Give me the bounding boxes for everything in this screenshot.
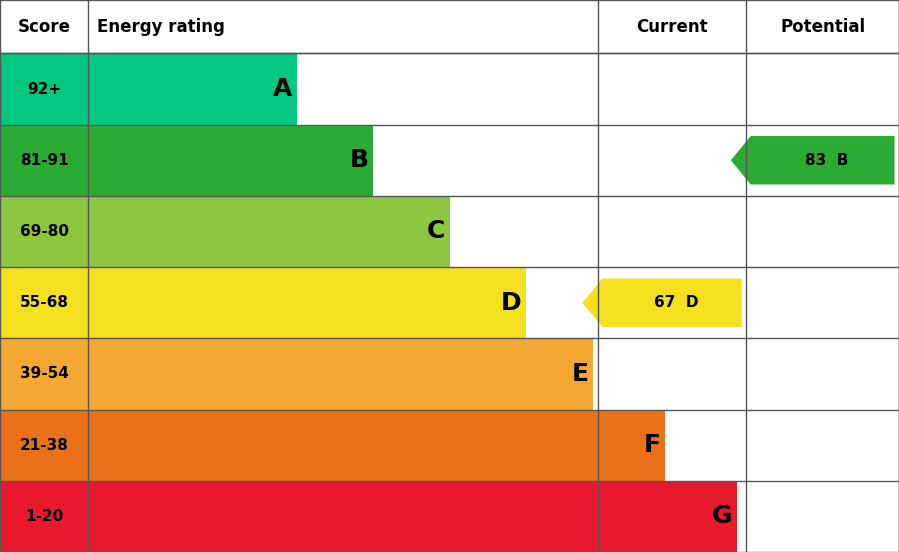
- Text: A: A: [272, 77, 292, 101]
- Bar: [0, 196, 450, 267]
- Bar: [746, 481, 899, 552]
- Bar: [88, 125, 598, 196]
- Text: C: C: [427, 220, 445, 243]
- Text: 67  D: 67 D: [654, 295, 699, 310]
- Text: 39-54: 39-54: [20, 367, 68, 381]
- Bar: [0, 125, 88, 196]
- Text: 69-80: 69-80: [20, 224, 68, 239]
- Bar: [0, 481, 737, 552]
- Bar: [88, 481, 598, 552]
- Bar: [0, 338, 88, 410]
- Text: Current: Current: [636, 18, 708, 36]
- Bar: [88, 410, 598, 481]
- Bar: [0, 481, 88, 552]
- Bar: [0, 125, 373, 196]
- Text: 81-91: 81-91: [20, 153, 68, 168]
- Text: 21-38: 21-38: [20, 438, 68, 453]
- Bar: [598, 267, 746, 338]
- Bar: [746, 267, 899, 338]
- Text: D: D: [501, 291, 521, 315]
- Text: F: F: [644, 433, 661, 457]
- Bar: [598, 54, 746, 125]
- Bar: [88, 54, 598, 125]
- Bar: [0, 410, 88, 481]
- Bar: [0, 54, 297, 125]
- Text: 55-68: 55-68: [20, 295, 68, 310]
- Text: 83  B: 83 B: [806, 153, 849, 168]
- Text: 92+: 92+: [27, 82, 61, 97]
- Bar: [746, 410, 899, 481]
- Text: E: E: [572, 362, 589, 386]
- Bar: [746, 196, 899, 267]
- Text: G: G: [712, 505, 733, 528]
- Bar: [598, 410, 746, 481]
- Text: Potential: Potential: [780, 18, 865, 36]
- Polygon shape: [583, 279, 742, 327]
- Text: Energy rating: Energy rating: [97, 18, 225, 36]
- Bar: [0, 54, 88, 125]
- Bar: [598, 481, 746, 552]
- Bar: [88, 196, 598, 267]
- Text: Score: Score: [18, 18, 70, 36]
- Text: 1-20: 1-20: [25, 509, 63, 524]
- Bar: [0, 338, 593, 410]
- Bar: [0, 410, 665, 481]
- Bar: [0, 267, 88, 338]
- Bar: [88, 267, 598, 338]
- Bar: [746, 125, 899, 196]
- Bar: [598, 125, 746, 196]
- Polygon shape: [731, 136, 895, 184]
- Bar: [0, 0, 899, 54]
- Bar: [0, 267, 526, 338]
- Bar: [746, 338, 899, 410]
- Bar: [598, 338, 746, 410]
- Text: B: B: [350, 148, 369, 172]
- Bar: [0, 196, 88, 267]
- Bar: [746, 54, 899, 125]
- Bar: [598, 196, 746, 267]
- Bar: [88, 338, 598, 410]
